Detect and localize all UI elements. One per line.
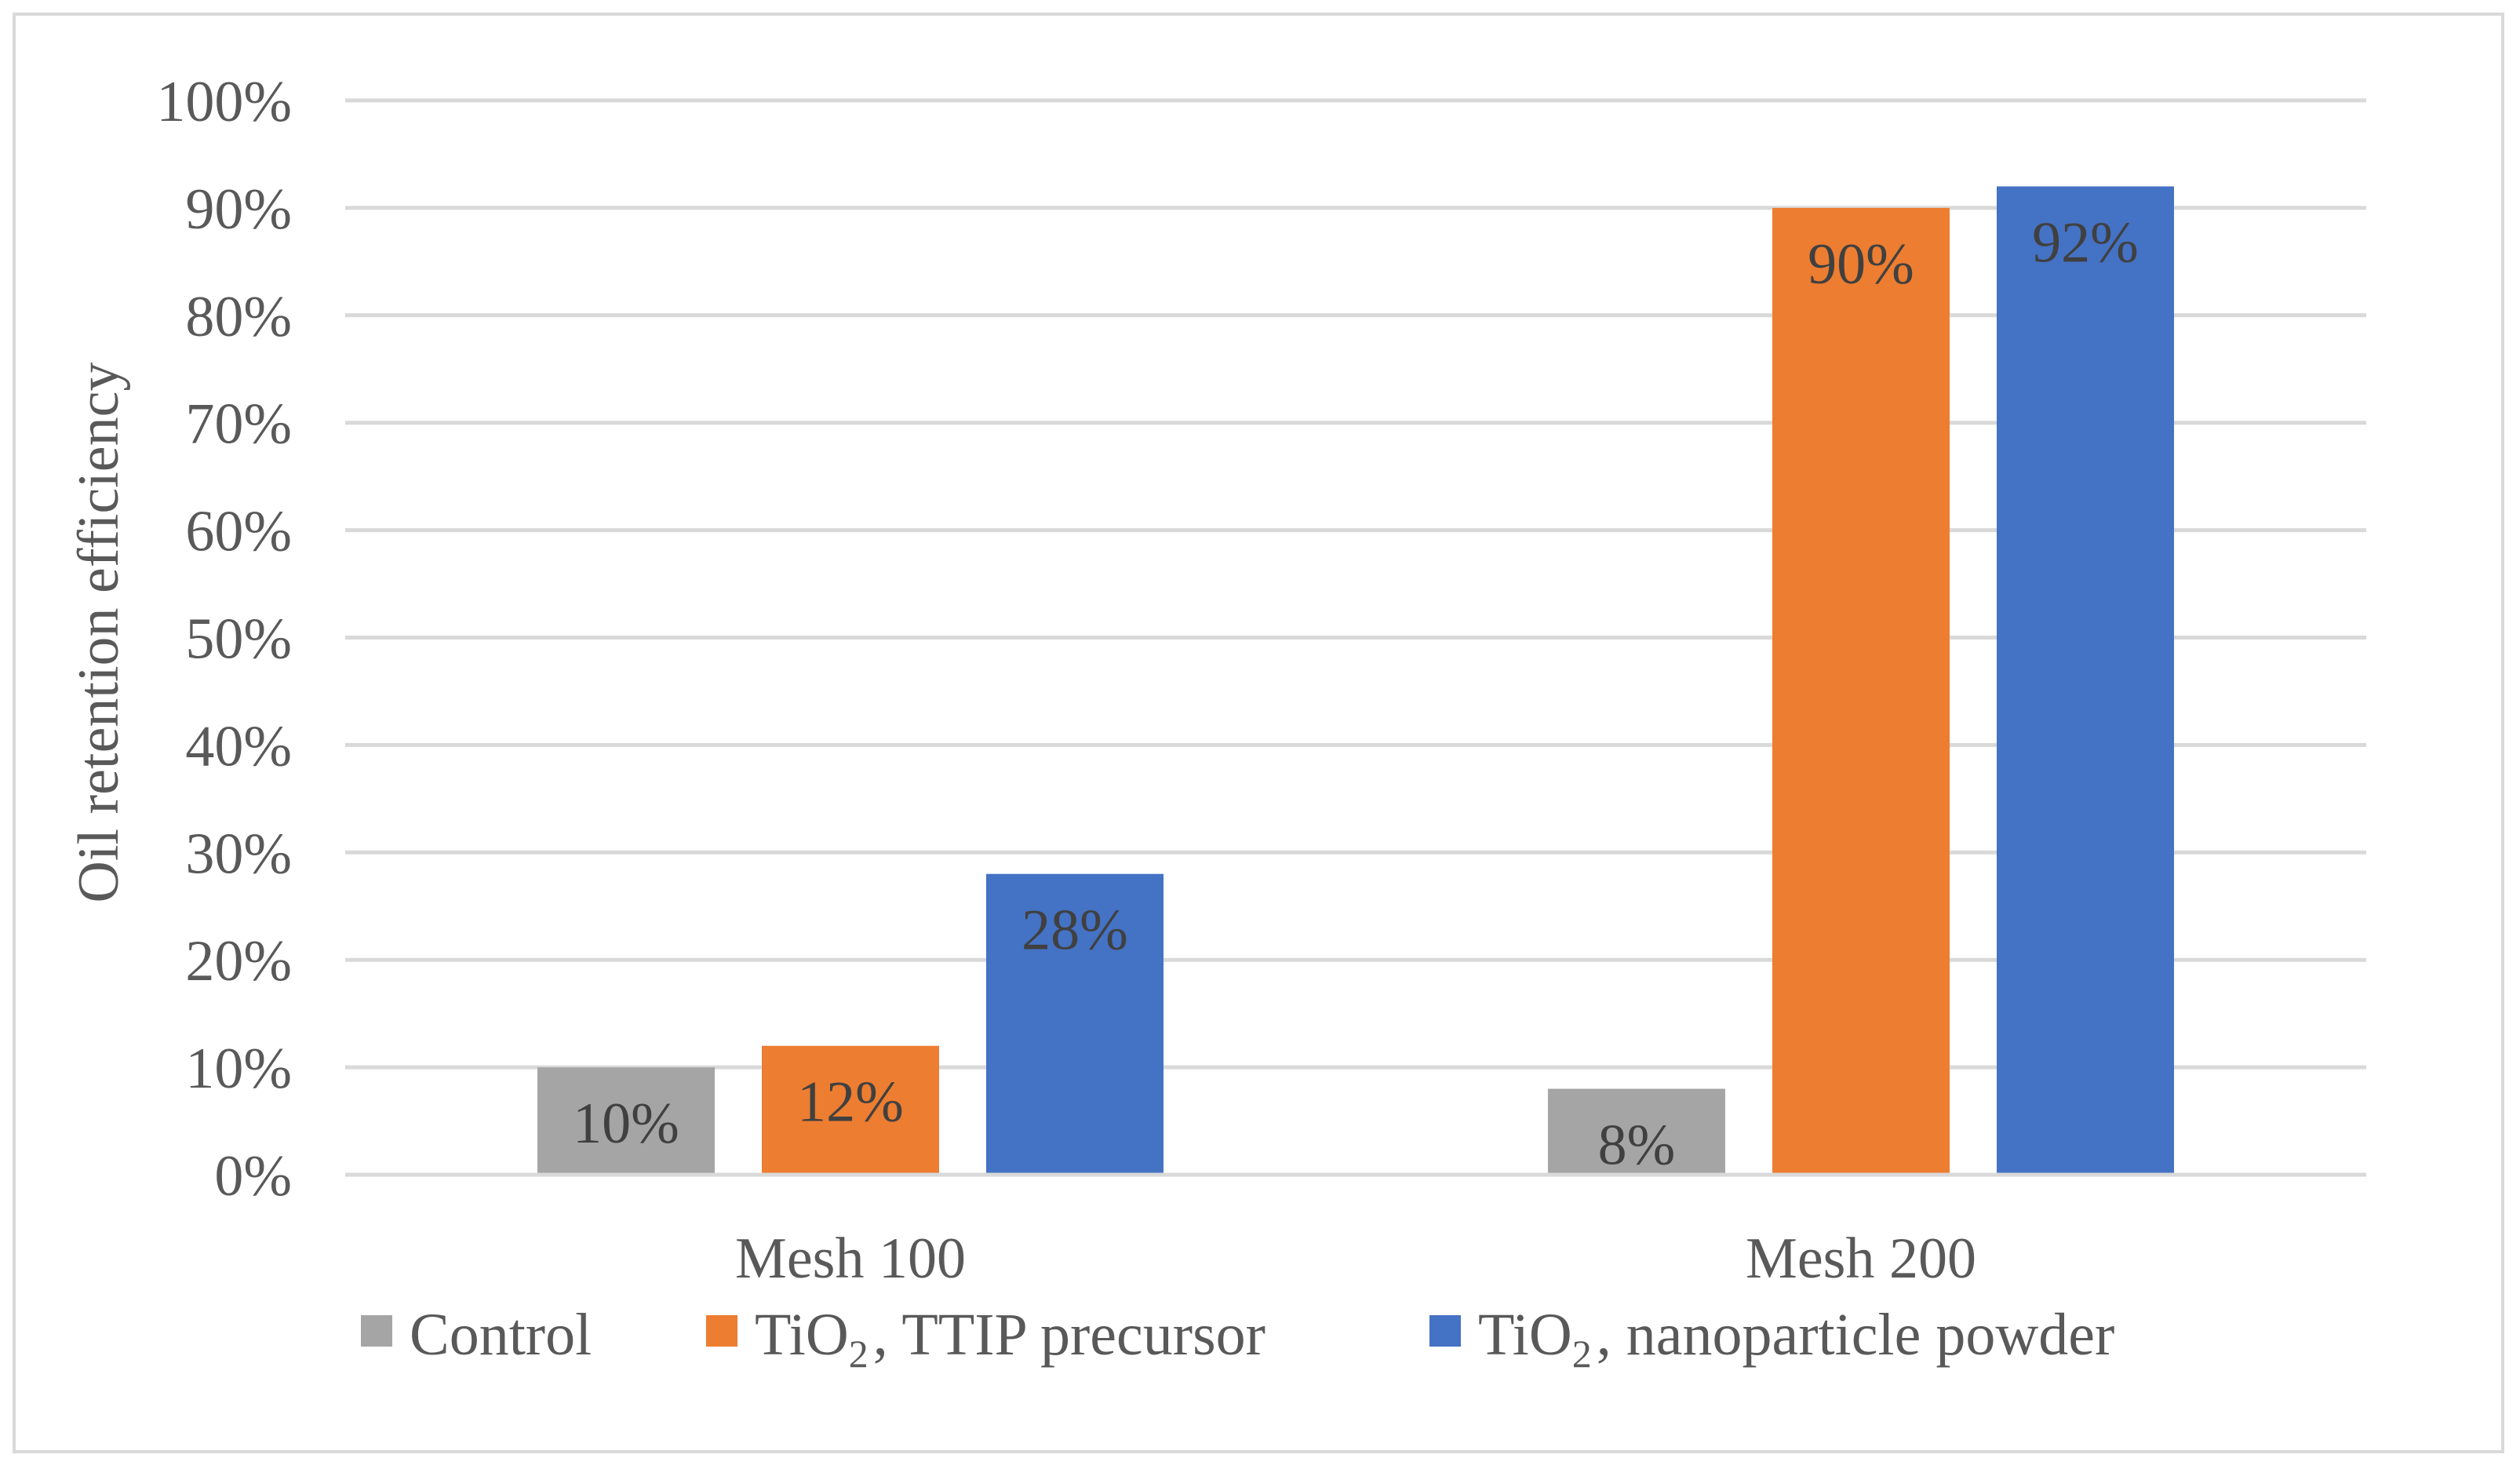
legend: Control TiO2, TTIP precursor TiO2, nanopar… [361, 1302, 2114, 1376]
data-label: 90% [1808, 232, 1914, 297]
y-axis-title: Oil retention efficiency [67, 362, 131, 902]
y-tick-label: 30% [185, 822, 292, 886]
y-tick-label: 50% [185, 607, 292, 672]
legend-label: TiO2, TTIP precursor [755, 1302, 1265, 1376]
bar [1997, 186, 2174, 1175]
bars [345, 186, 2366, 1177]
data-label: 92% [2032, 211, 2139, 275]
y-tick-label: 80% [185, 285, 292, 349]
bar [1548, 1088, 1725, 1175]
x-category-label: Mesh 200 [1746, 1227, 1976, 1291]
legend-swatch [361, 1315, 392, 1347]
y-tick-label: 100% [156, 70, 292, 134]
y-tick-label: 60% [185, 500, 292, 564]
legend-label: Control [410, 1302, 592, 1368]
data-label: 10% [573, 1092, 679, 1156]
y-tick-label: 0% [214, 1144, 292, 1208]
data-label: 12% [797, 1070, 904, 1135]
x-category-label: Mesh 100 [735, 1227, 966, 1291]
bar [986, 873, 1163, 1175]
y-tick-label: 90% [185, 177, 292, 242]
bar [762, 1045, 939, 1175]
legend-label: TiO2, nanoparticle powder [1478, 1302, 2114, 1376]
data-label: 28% [1021, 899, 1128, 963]
legend-swatch [1429, 1315, 1461, 1347]
y-tick-label: 70% [185, 392, 292, 457]
legend-swatch [706, 1315, 737, 1347]
y-axis-ticks: 0% 10% 20% 30% 40% 50% 60% 70% 80% 90% 100% [156, 70, 292, 1208]
chart-frame [13, 13, 2504, 1453]
y-tick-label: 40% [185, 714, 292, 778]
bar [537, 1067, 715, 1175]
bar [1772, 207, 1950, 1175]
y-tick-label: 10% [185, 1037, 292, 1101]
y-tick-label: 20% [185, 929, 292, 993]
data-label: 8% [1598, 1113, 1676, 1177]
data-labels: 10% 12% 28% 8% 90% 92% [573, 211, 2139, 1178]
x-axis-categories: Mesh 100 Mesh 200 [735, 1227, 1976, 1291]
